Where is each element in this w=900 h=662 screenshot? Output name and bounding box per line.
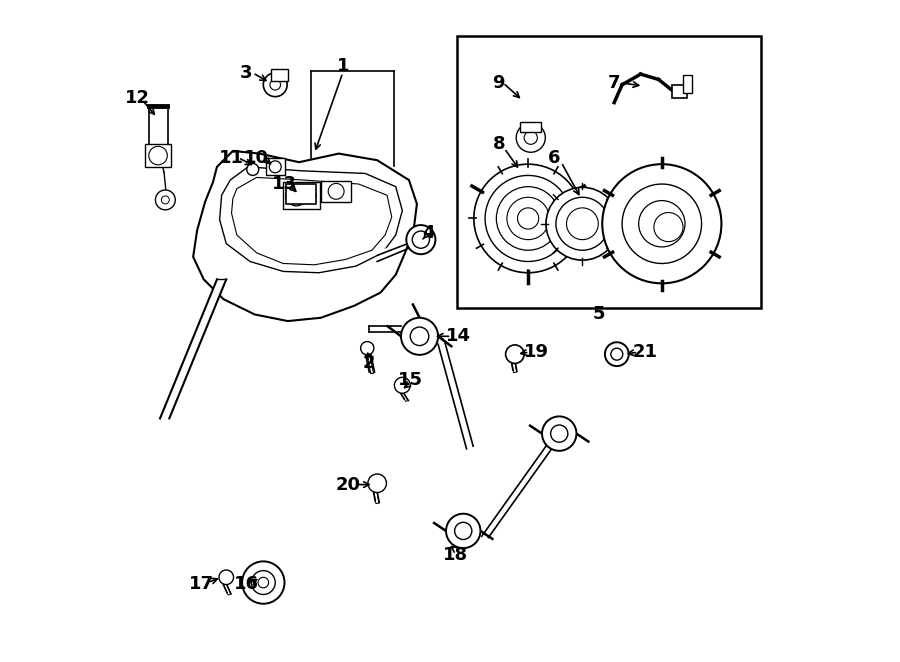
Text: 1: 1 — [337, 57, 349, 75]
Circle shape — [524, 131, 537, 144]
Bar — [266, 158, 284, 175]
Polygon shape — [231, 177, 392, 265]
Circle shape — [473, 164, 582, 273]
Circle shape — [546, 187, 619, 260]
Circle shape — [242, 561, 284, 604]
Text: 4: 4 — [423, 224, 435, 242]
Circle shape — [517, 123, 545, 152]
Circle shape — [496, 187, 560, 250]
Polygon shape — [160, 279, 226, 418]
Circle shape — [269, 161, 281, 173]
Circle shape — [156, 190, 176, 210]
Circle shape — [258, 577, 268, 588]
Bar — [520, 122, 542, 132]
Bar — [683, 75, 692, 93]
Circle shape — [361, 342, 374, 355]
Bar — [672, 85, 687, 98]
Polygon shape — [482, 437, 559, 538]
Text: 19: 19 — [524, 343, 549, 361]
Circle shape — [556, 197, 609, 250]
Circle shape — [542, 416, 576, 451]
Text: 11: 11 — [219, 148, 244, 167]
Circle shape — [328, 183, 344, 199]
Text: 13: 13 — [272, 175, 297, 193]
Text: 7: 7 — [608, 73, 620, 92]
Bar — [456, 36, 761, 308]
Text: 15: 15 — [398, 371, 423, 389]
Circle shape — [605, 342, 629, 366]
Circle shape — [566, 208, 598, 240]
Bar — [284, 182, 320, 209]
Circle shape — [286, 185, 307, 206]
Text: 5: 5 — [593, 305, 605, 323]
Polygon shape — [220, 167, 402, 273]
Circle shape — [270, 79, 281, 90]
Circle shape — [602, 164, 722, 283]
Circle shape — [247, 164, 258, 175]
Text: 6: 6 — [548, 148, 561, 167]
Circle shape — [639, 201, 685, 247]
Bar — [286, 184, 316, 204]
Circle shape — [454, 522, 472, 540]
Text: 17: 17 — [189, 575, 213, 593]
Circle shape — [551, 425, 568, 442]
Bar — [321, 181, 351, 202]
Polygon shape — [194, 151, 417, 321]
Circle shape — [401, 318, 438, 355]
Text: 12: 12 — [125, 89, 150, 107]
Circle shape — [394, 377, 410, 393]
Circle shape — [412, 231, 429, 248]
Circle shape — [446, 514, 481, 548]
Circle shape — [654, 213, 683, 242]
Polygon shape — [438, 342, 473, 449]
Circle shape — [161, 196, 169, 204]
Text: 3: 3 — [240, 64, 252, 82]
Text: 2: 2 — [363, 354, 375, 372]
Text: 20: 20 — [336, 475, 361, 494]
Circle shape — [506, 345, 524, 363]
Text: 9: 9 — [492, 73, 505, 92]
Circle shape — [148, 146, 167, 165]
Circle shape — [507, 197, 549, 240]
Circle shape — [368, 474, 386, 493]
Circle shape — [518, 208, 539, 229]
Text: 14: 14 — [446, 327, 471, 346]
Circle shape — [406, 225, 436, 254]
Circle shape — [485, 175, 572, 261]
Circle shape — [303, 189, 316, 202]
Circle shape — [611, 348, 623, 360]
Circle shape — [410, 327, 428, 346]
Circle shape — [251, 571, 275, 594]
Text: 21: 21 — [632, 343, 657, 361]
Bar — [271, 69, 288, 81]
Text: 16: 16 — [234, 575, 258, 593]
Circle shape — [264, 73, 287, 97]
Bar — [146, 144, 171, 167]
Text: 10: 10 — [244, 148, 269, 167]
Circle shape — [622, 184, 702, 263]
Text: 18: 18 — [443, 545, 468, 564]
Circle shape — [219, 570, 233, 585]
Text: 8: 8 — [492, 135, 505, 154]
